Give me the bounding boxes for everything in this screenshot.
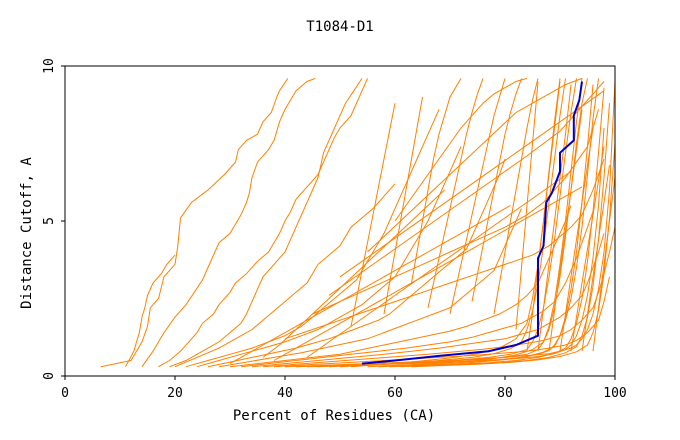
- model-curve-1: [100, 78, 289, 368]
- model-curve-24: [378, 84, 594, 368]
- x-axis-label: Percent of Residues (CA): [233, 408, 435, 424]
- chart-title: T1084-D1: [306, 19, 373, 35]
- model-curve-2: [125, 254, 176, 367]
- model-curve-15: [273, 276, 610, 368]
- model-curve-38: [493, 78, 539, 315]
- y-tick-label-0: 0: [42, 372, 57, 380]
- model-curve-33: [394, 77, 528, 222]
- model-curve-13: [251, 233, 605, 368]
- model-curve-16: [284, 81, 616, 368]
- x-tick-label-40: 40: [277, 386, 293, 401]
- model-curve-51: [273, 186, 583, 361]
- model-curve-43: [559, 127, 594, 352]
- model-curve-47: [383, 96, 423, 315]
- model-curve-46: [592, 177, 616, 352]
- model-curve-41: [537, 84, 572, 352]
- model-curve-27: [411, 143, 616, 368]
- x-tick-label-60: 60: [387, 386, 403, 401]
- model-curve-31: [339, 90, 605, 278]
- model-curve-10: [218, 208, 522, 368]
- model-curve-52: [306, 170, 572, 358]
- model-curve-34: [411, 78, 462, 284]
- model-curve-28: [284, 158, 605, 340]
- model-curve-6: [174, 183, 396, 368]
- plot-area: [65, 66, 615, 376]
- model-curve-48: [350, 103, 396, 327]
- x-tick-label-0: 0: [61, 386, 69, 401]
- x-tick-label-100: 100: [603, 386, 626, 401]
- model-curve-37: [471, 78, 522, 302]
- x-tick-label-20: 20: [167, 386, 183, 401]
- model-curve-21: [339, 78, 566, 368]
- model-curve-50: [229, 205, 511, 365]
- model-curve-49: [262, 189, 445, 358]
- model-curve-11: [229, 205, 572, 368]
- model-curve-44: [570, 146, 605, 352]
- model-curve-36: [449, 78, 506, 315]
- model-curve-40: [526, 81, 561, 352]
- model-curve-5: [169, 78, 363, 368]
- model-curve-42: [548, 109, 583, 352]
- model-curve-7: [185, 109, 440, 368]
- model-curve-14: [262, 227, 616, 368]
- highlighted-model: [361, 81, 583, 365]
- model-curve-23: [367, 78, 583, 368]
- model-curve-39: [515, 81, 539, 330]
- y-tick-label-10: 10: [42, 58, 57, 74]
- model-curve-3: [141, 77, 316, 367]
- model-curves: [100, 77, 616, 368]
- y-tick-label-5: 5: [42, 217, 57, 225]
- y-axis-ticks: 0 5 10: [42, 58, 65, 380]
- y-axis-label: Distance Cutoff, A: [19, 157, 35, 309]
- model-curve-35: [427, 78, 484, 308]
- model-curve-32: [367, 77, 583, 253]
- highlight-curve: [361, 81, 583, 365]
- model-curve-4: [158, 78, 368, 368]
- x-axis-ticks: 0 20 40 60 80 100: [61, 376, 627, 401]
- model-curve-45: [581, 165, 610, 352]
- model-curve-29: [312, 109, 599, 315]
- x-tick-label-80: 80: [497, 386, 513, 401]
- model-curve-30: [328, 81, 605, 296]
